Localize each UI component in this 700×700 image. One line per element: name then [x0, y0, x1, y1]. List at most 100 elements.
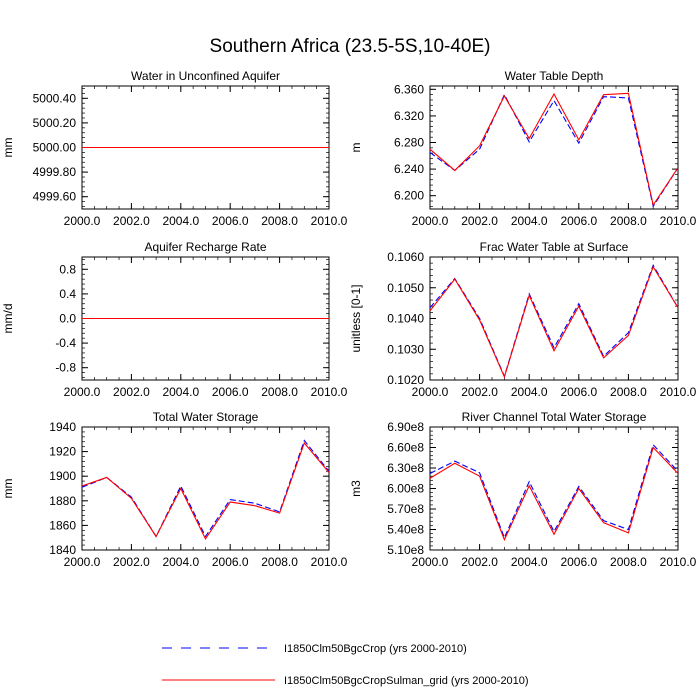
y-axis-label: m: [349, 143, 363, 153]
panels-layer: Water in Unconfined Aquifer mm 2000.0 2002.…: [1, 69, 697, 569]
x-tick-label: 2000.0: [64, 385, 101, 399]
x-tick-label: 2010.0: [660, 214, 697, 228]
panel-title: River Channel Total Water Storage: [462, 410, 647, 424]
y-tick-label: 0.1050: [387, 281, 424, 295]
x-tick-label: 2008.0: [610, 555, 647, 569]
chart-panel-2: Water Table Depth m 2000.0 2002.0 2004.0 2006…: [349, 69, 697, 228]
series-line-sulman-grid: [81, 441, 330, 541]
x-tick-label: 2010.0: [311, 214, 348, 228]
y-axis-label: mm: [1, 138, 15, 158]
series-line-bgccrop: [429, 93, 679, 208]
y-tick-label: 1840: [49, 543, 76, 557]
x-tick-label: 2008.0: [261, 385, 298, 399]
x-tick-label: 2010.0: [311, 555, 348, 569]
x-tick-label: 2002.0: [461, 385, 498, 399]
series-line-sulman-grid: [429, 92, 679, 207]
legend-item-1: I1850Clm50BgcCrop (yrs 2000-2010): [162, 643, 467, 655]
x-tick-label: 2004.0: [162, 214, 199, 228]
y-tick-label: 5.40e8: [387, 523, 424, 537]
x-tick-label: 2004.0: [511, 555, 548, 569]
series-line-bgccrop: [429, 443, 679, 540]
y-axis-label: unitless [0-1]: [349, 284, 363, 352]
figure-title: Southern Africa (23.5-5S,10-40E): [209, 36, 491, 57]
y-axis-label: mm: [1, 479, 15, 499]
x-tick-label: 2000.0: [64, 555, 101, 569]
y-tick-label: 1940: [49, 420, 76, 434]
x-tick-label: 2008.0: [610, 214, 647, 228]
y-axis-label: mm/d: [1, 304, 15, 334]
x-tick-label: 2008.0: [610, 385, 647, 399]
chart-panel-5: Total Water Storage mm 2000.0 2002.0 2004.0 2…: [1, 410, 348, 569]
legend-label: I1850Clm50BgcCrop (yrs 2000-2010): [284, 643, 467, 655]
x-tick-label: 2002.0: [113, 385, 150, 399]
panel-title: Frac Water Table at Surface: [480, 240, 629, 254]
panel-title: Aquifer Recharge Rate: [144, 240, 266, 254]
y-tick-label: 0.4: [59, 287, 76, 301]
x-tick-label: 2006.0: [560, 385, 597, 399]
plot-frame: [429, 256, 679, 381]
series-line-bgccrop: [429, 264, 679, 378]
y-tick-label: 6.90e8: [387, 420, 424, 434]
y-tick-label: 5000.20: [33, 116, 77, 130]
legend: I1850Clm50BgcCrop (yrs 2000-2010) I1850Cl…: [162, 643, 529, 687]
x-tick-label: 2004.0: [511, 214, 548, 228]
panel-title: Total Water Storage: [153, 410, 259, 424]
y-tick-label: 1900: [49, 469, 76, 483]
x-tick-label: 2000.0: [412, 214, 449, 228]
x-tick-label: 2008.0: [261, 214, 298, 228]
y-tick-label: 6.00e8: [387, 482, 424, 496]
x-tick-label: 2006.0: [212, 555, 249, 569]
legend-label: I1850Clm50BgcCropSulman_grid (yrs 2000-2…: [284, 675, 529, 687]
x-tick-label: 2000.0: [412, 385, 449, 399]
legend-item-2: I1850Clm50BgcCropSulman_grid (yrs 2000-2…: [162, 675, 529, 687]
x-tick-label: 2006.0: [560, 214, 597, 228]
x-tick-label: 2002.0: [113, 214, 150, 228]
x-tick-label: 2002.0: [461, 214, 498, 228]
y-axis-label: m3: [349, 480, 363, 497]
y-tick-label: 0.0: [59, 312, 76, 326]
chart-panel-1: Water in Unconfined Aquifer mm 2000.0 2002.…: [1, 69, 348, 228]
x-tick-label: 2006.0: [212, 385, 249, 399]
x-tick-label: 2000.0: [412, 555, 449, 569]
y-tick-label: 6.320: [394, 109, 424, 123]
y-tick-label: 6.280: [394, 136, 424, 150]
x-tick-label: 2010.0: [311, 385, 348, 399]
y-tick-label: -0.4: [55, 336, 76, 350]
chart-panel-6: River Channel Total Water Storage m3 2000.…: [349, 410, 697, 569]
y-tick-label: 6.60e8: [387, 441, 424, 455]
x-tick-label: 2002.0: [113, 555, 150, 569]
y-tick-label: 4999.60: [33, 190, 77, 204]
x-tick-label: 2008.0: [261, 555, 298, 569]
y-tick-label: 6.200: [394, 189, 424, 203]
y-tick-label: 5000.40: [33, 91, 77, 105]
y-tick-label: 5.70e8: [387, 502, 424, 516]
chart-panel-4: Frac Water Table at Surface unitless [0-1…: [349, 240, 697, 399]
panel-title: Water Table Depth: [505, 69, 604, 83]
x-tick-label: 2010.0: [660, 555, 697, 569]
y-tick-label: 5.10e8: [387, 543, 424, 557]
x-tick-label: 2010.0: [660, 385, 697, 399]
y-tick-label: 0.1060: [387, 250, 424, 264]
x-tick-label: 2002.0: [461, 555, 498, 569]
y-tick-label: -0.8: [55, 361, 76, 375]
series-line-sulman-grid: [429, 446, 679, 542]
y-tick-label: 1920: [49, 445, 76, 459]
y-tick-label: 6.30e8: [387, 461, 424, 475]
series-line-sulman-grid: [429, 265, 679, 379]
y-tick-label: 0.8: [59, 262, 76, 276]
x-tick-label: 2004.0: [162, 385, 199, 399]
y-tick-label: 6.360: [394, 82, 424, 96]
x-tick-label: 2000.0: [64, 214, 101, 228]
y-tick-label: 1880: [49, 494, 76, 508]
x-tick-label: 2006.0: [560, 555, 597, 569]
chart-panel-3: Aquifer Recharge Rate mm/d 2000.0 2002.0 200…: [1, 240, 348, 399]
panel-title: Water in Unconfined Aquifer: [131, 69, 280, 83]
y-tick-label: 0.1040: [387, 312, 424, 326]
y-tick-label: 0.1030: [387, 342, 424, 356]
x-tick-label: 2004.0: [162, 555, 199, 569]
y-tick-label: 4999.80: [33, 165, 77, 179]
y-tick-label: 5000.00: [33, 141, 77, 155]
x-tick-label: 2004.0: [511, 385, 548, 399]
y-tick-label: 1860: [49, 518, 76, 532]
y-tick-label: 0.1020: [387, 373, 424, 387]
